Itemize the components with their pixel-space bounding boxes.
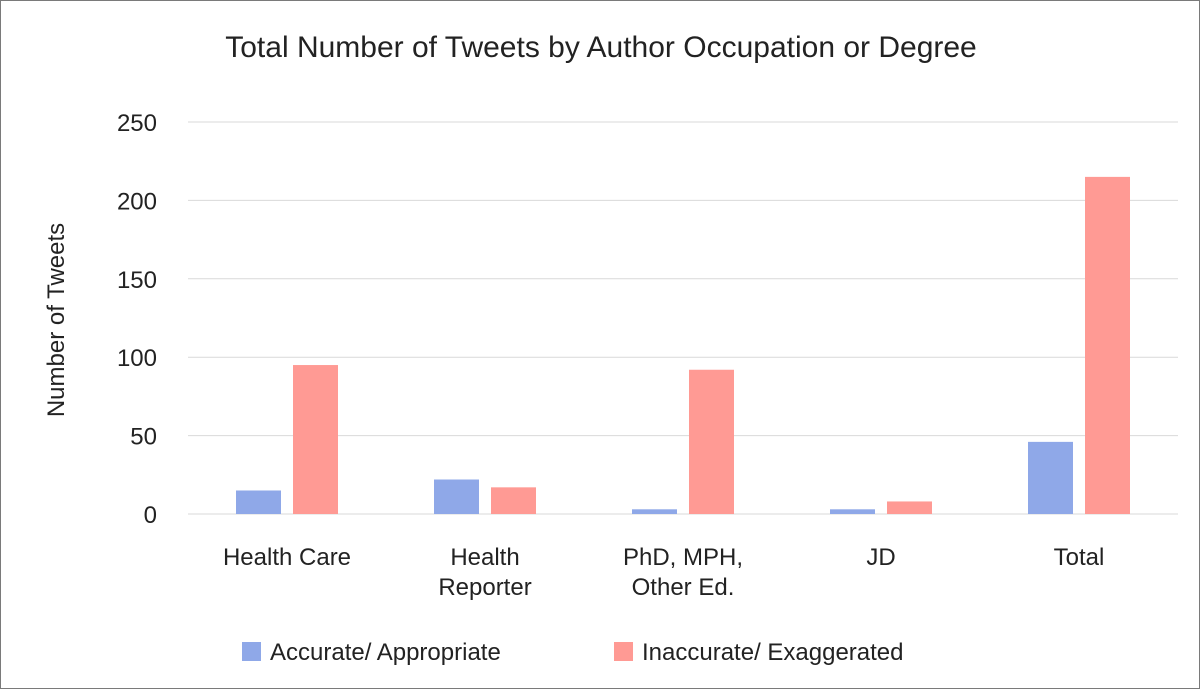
legend-label: Inaccurate/ Exaggerated xyxy=(642,639,904,666)
y-tick-label: 250 xyxy=(117,110,157,137)
y-tick-label: 100 xyxy=(117,345,157,372)
bar xyxy=(293,365,338,514)
bar xyxy=(632,509,677,514)
bar xyxy=(236,490,281,514)
legend: Accurate/ Appropriate Inaccurate/ Exagger… xyxy=(242,639,904,666)
bar xyxy=(1028,441,1073,514)
legend-label: Accurate/ Appropriate xyxy=(270,639,501,666)
gridlines xyxy=(188,121,1178,515)
legend-swatch xyxy=(614,642,633,661)
x-category-label: Total xyxy=(1054,544,1105,571)
bar xyxy=(887,501,932,514)
bars xyxy=(236,176,1130,514)
y-tick-label: 200 xyxy=(117,188,157,215)
x-axis-categories: Health Care Health Reporter PhD, MPH, Other … xyxy=(223,544,1104,601)
y-axis-ticks: 0 50 100 150 200 250 xyxy=(117,110,157,529)
bar xyxy=(689,369,734,514)
y-tick-label: 150 xyxy=(117,267,157,294)
x-category-label: PhD, MPH, Other Ed. xyxy=(623,544,743,601)
x-category-label: Health Reporter xyxy=(438,544,531,601)
bar xyxy=(434,479,479,514)
bar xyxy=(491,487,536,514)
y-axis-label: Number of Tweets xyxy=(43,223,70,417)
x-category-label: JD xyxy=(866,544,895,571)
bar xyxy=(830,509,875,514)
chart-title: Total Number of Tweets by Author Occupat… xyxy=(225,31,977,64)
y-tick-label: 50 xyxy=(130,424,157,451)
y-tick-label: 0 xyxy=(144,502,157,529)
bar xyxy=(1085,176,1130,514)
x-category-label: Health Care xyxy=(223,544,351,571)
legend-swatch xyxy=(242,642,261,661)
